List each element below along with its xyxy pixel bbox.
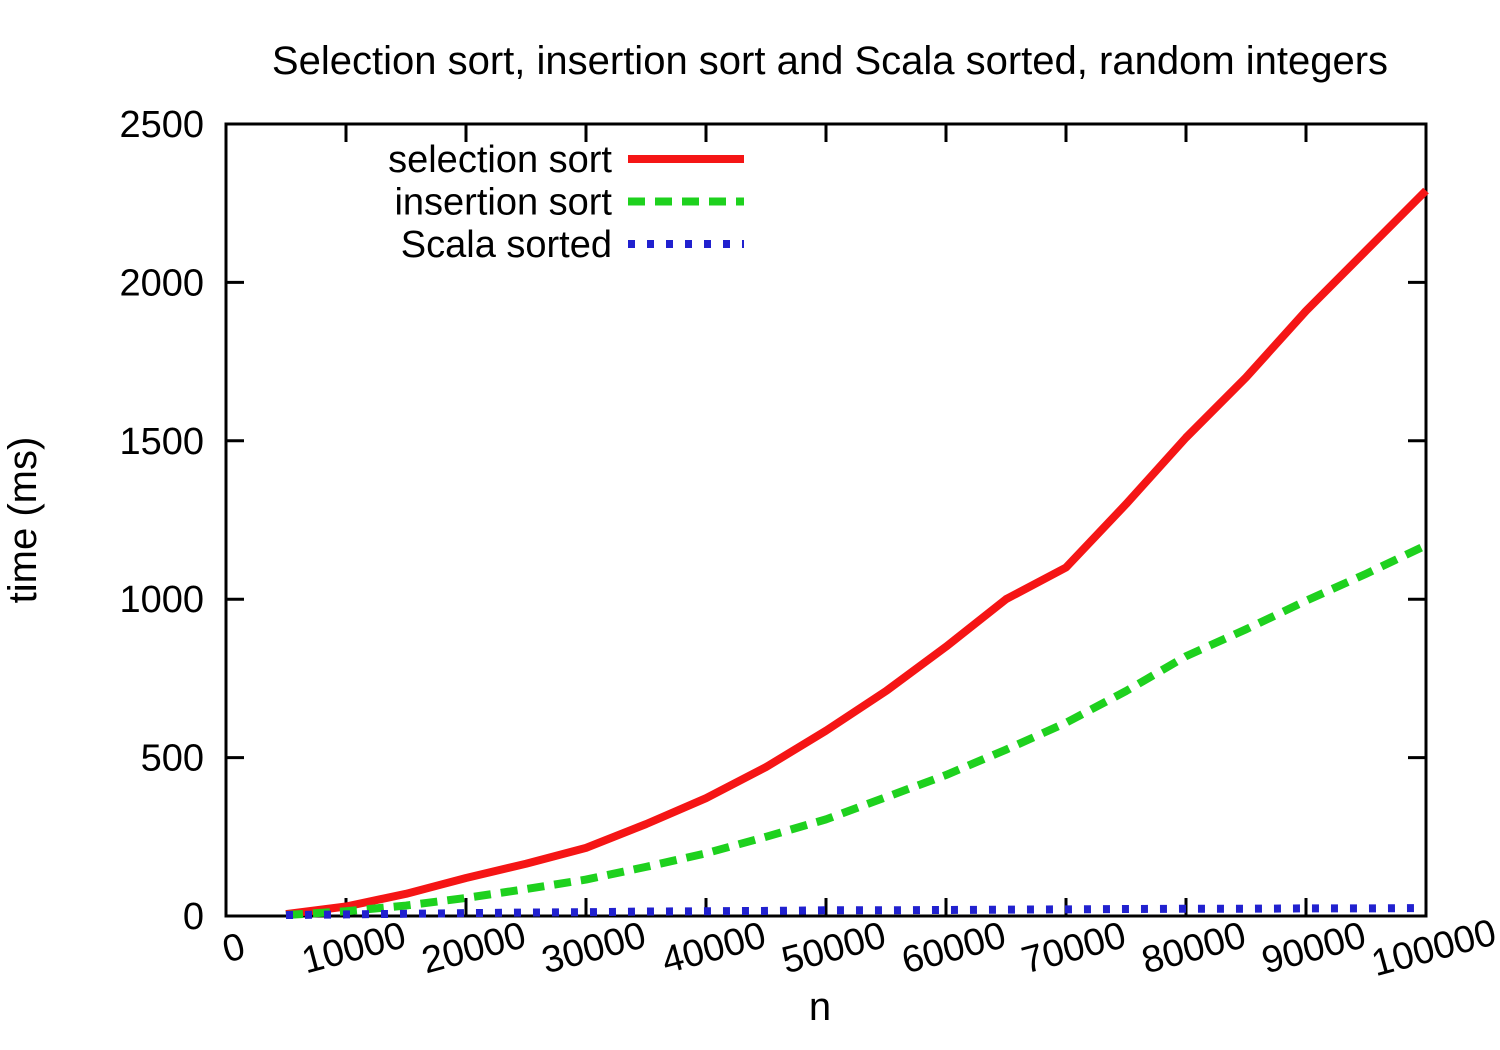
y-axis-label: time (ms) xyxy=(1,437,45,604)
x-tick-label: 50000 xyxy=(777,914,890,982)
x-axis-label: n xyxy=(809,985,831,1029)
x-tick-label: 30000 xyxy=(537,914,650,982)
y-tick-label: 2500 xyxy=(119,104,204,146)
series-line-selection-sort xyxy=(285,187,1429,919)
plot-area: 0 10000 20000 30000 40000 50000 60000 70000 8000… xyxy=(119,104,1500,985)
legend-label-selection-sort: selection sort xyxy=(388,139,612,181)
legend-label-insertion-sort: insertion sort xyxy=(394,182,612,224)
chart-title: Selection sort, insertion sort and Scala… xyxy=(272,39,1388,83)
y-tick-label: 1500 xyxy=(119,421,204,463)
x-tick-label: 90000 xyxy=(1257,914,1370,982)
x-tick-label: 80000 xyxy=(1137,914,1250,982)
x-tick-label: 20000 xyxy=(417,914,530,982)
series-line-insertion-sort xyxy=(285,541,1428,920)
x-tick-label: 100000 xyxy=(1367,912,1500,985)
x-tick-label: 40000 xyxy=(657,914,770,982)
y-tick-label: 500 xyxy=(141,738,204,780)
x-tick-label: 70000 xyxy=(1017,914,1130,982)
legend-label-scala-sorted: Scala sorted xyxy=(401,224,612,266)
y-tick-label: 2000 xyxy=(119,262,204,304)
x-tick-label: 0 xyxy=(218,925,249,971)
y-tick-label: 1000 xyxy=(119,579,204,621)
x-tick-label: 10000 xyxy=(297,914,410,982)
y-tick-label: 0 xyxy=(183,896,204,938)
series-line-scala-sorted xyxy=(285,904,1427,920)
x-tick-label: 60000 xyxy=(897,914,1010,982)
